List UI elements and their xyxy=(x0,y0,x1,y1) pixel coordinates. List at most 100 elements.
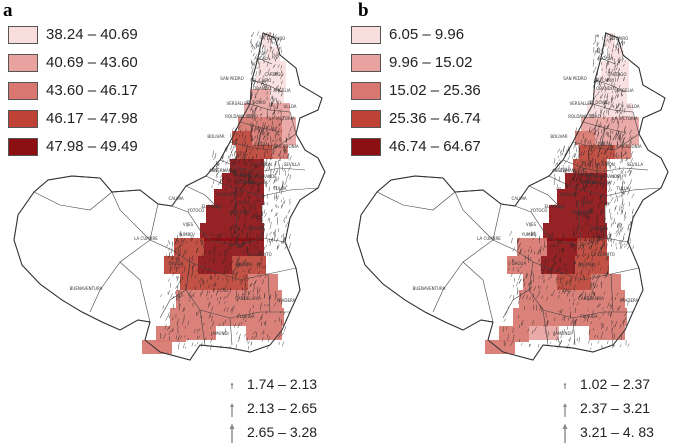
flow-arrow xyxy=(284,326,286,331)
municipality-label: ARGELIA xyxy=(616,88,634,93)
municipality-label: BUGALAGRANDE xyxy=(243,174,277,179)
flow-arrow xyxy=(215,153,216,158)
legend-swatch xyxy=(8,138,38,156)
flow-arrow xyxy=(282,342,283,347)
municipality-label: CANDELARIA xyxy=(578,296,604,301)
legend-label: 6.05 – 9.96 xyxy=(389,26,464,43)
municipality-label: VIJES xyxy=(183,222,194,227)
large-arrow-icon xyxy=(225,422,239,444)
legend-swatch xyxy=(8,110,38,128)
municipality-label: BUENAVENTURA xyxy=(413,286,446,291)
flow-arrow xyxy=(559,159,560,161)
grid-cell xyxy=(174,238,204,256)
grid-cell xyxy=(541,256,575,274)
flow-arrow xyxy=(556,163,557,166)
municipality-label: PALMIRA xyxy=(578,262,595,267)
arrow-legend-label: 1.74 – 2.13 xyxy=(247,376,317,392)
municipality-label: LA CUMBRE xyxy=(477,236,501,241)
arrow-legend-label: 2.13 – 2.65 xyxy=(247,400,317,416)
medium-arrow-icon xyxy=(225,398,239,420)
municipality-label: ARGELIA xyxy=(273,88,291,93)
flow-arrow xyxy=(593,43,594,45)
grid-cell xyxy=(517,238,547,256)
municipality-label: ANSERMANUEVO xyxy=(209,168,243,173)
municipality-label: BUGA xyxy=(581,200,593,205)
municipality-label: CAICEDONIA xyxy=(273,144,298,149)
flow-arrow xyxy=(258,45,259,47)
municipality-label: BOLIVAR xyxy=(207,134,224,139)
municipality-label: CALIMA xyxy=(511,196,526,201)
flow-arrow xyxy=(633,246,634,249)
legend-swatch xyxy=(351,110,381,128)
municipality-label: EL CAIRO xyxy=(596,78,615,83)
legend-swatch xyxy=(351,26,381,44)
arrow-legend-label: 2.37 – 3.21 xyxy=(580,400,650,416)
grid-cell xyxy=(204,238,234,256)
small-arrow-icon xyxy=(558,374,572,396)
flow-arrow xyxy=(252,32,254,37)
municipality-label: ULLOA xyxy=(626,104,639,109)
municipality-label: RESTREPO xyxy=(572,210,593,215)
legend-label: 43.60 – 46.17 xyxy=(46,82,138,99)
legend-swatch xyxy=(8,26,38,44)
flow-arrow xyxy=(254,46,255,50)
flow-arrow xyxy=(594,67,596,72)
municipality-label: JAMUNDI xyxy=(210,331,228,336)
municipality-label: GINEBRA xyxy=(247,226,265,231)
panel-letter: a xyxy=(3,0,13,22)
flow-arrow xyxy=(251,66,252,68)
municipality-label: ALCALA xyxy=(254,56,270,61)
municipality-label: EL CAIRO xyxy=(267,36,286,41)
flow-arrow xyxy=(232,127,234,130)
legend-label: 46.17 – 47.98 xyxy=(46,110,138,127)
municipality-label: CAICEDONIA xyxy=(616,144,641,149)
municipality-label: TORO xyxy=(588,114,601,119)
grid-cell xyxy=(170,308,204,326)
grid-cell xyxy=(142,340,172,354)
legend-label: 15.02 – 25.36 xyxy=(389,82,481,99)
flow-arrow xyxy=(253,62,254,66)
grid-cell xyxy=(485,340,515,354)
flow-arrow xyxy=(289,234,290,239)
municipality-label: ZARZAL xyxy=(597,142,614,147)
municipality-label: SAN PEDRO xyxy=(563,76,587,81)
municipality-label: PRADERA xyxy=(277,298,296,303)
municipality-label: ZARZAL xyxy=(254,142,271,147)
grid-cell xyxy=(499,326,529,342)
flow-arrow xyxy=(213,151,214,154)
legend-label: 9.96 – 15.02 xyxy=(389,54,472,71)
municipality-label: SEVILLA xyxy=(627,162,644,167)
legend-label: 46.74 – 64.67 xyxy=(389,138,481,155)
municipality-label: EL CAIRO xyxy=(253,78,272,83)
grid-cell xyxy=(252,145,272,159)
municipality-label: CALI xyxy=(563,288,572,293)
medium-arrow-icon xyxy=(558,398,572,420)
municipality-label: EL CERRITO xyxy=(591,252,615,257)
municipality-label: FLORIDA xyxy=(580,314,598,319)
municipality-label: PALMIRA xyxy=(235,262,252,267)
municipality-label: EL AGUILA xyxy=(202,204,223,209)
municipality-label: LA UNION xyxy=(595,162,615,167)
municipality-label: TULUA xyxy=(272,186,286,191)
legend-swatch xyxy=(8,82,38,100)
municipality-label: VIJES xyxy=(526,222,537,227)
arrow-legend-label: 3.21 – 4. 83 xyxy=(580,424,654,440)
flow-arrow xyxy=(279,43,280,46)
legend-label: 38.24 – 40.69 xyxy=(46,26,138,43)
municipality-label: ANDALUCIA xyxy=(244,180,267,185)
flow-arrow xyxy=(251,78,252,80)
municipality-label: BOLIVAR xyxy=(550,134,567,139)
municipality-label: FLORIDA xyxy=(237,314,255,319)
municipality-label: VERSALLES xyxy=(227,101,250,106)
small-arrow-icon xyxy=(225,374,239,396)
flow-arrow xyxy=(620,345,621,348)
municipality-label: VERSALLES xyxy=(570,101,593,106)
legend-swatch xyxy=(351,138,381,156)
municipality-label: CANDELARIA xyxy=(235,296,261,301)
legend-swatch xyxy=(351,82,381,100)
grid-cell xyxy=(519,290,549,308)
municipality-label: DAGUA xyxy=(512,261,527,266)
flow-arrow xyxy=(596,47,599,52)
municipality-label: CARTAGO xyxy=(607,72,626,77)
